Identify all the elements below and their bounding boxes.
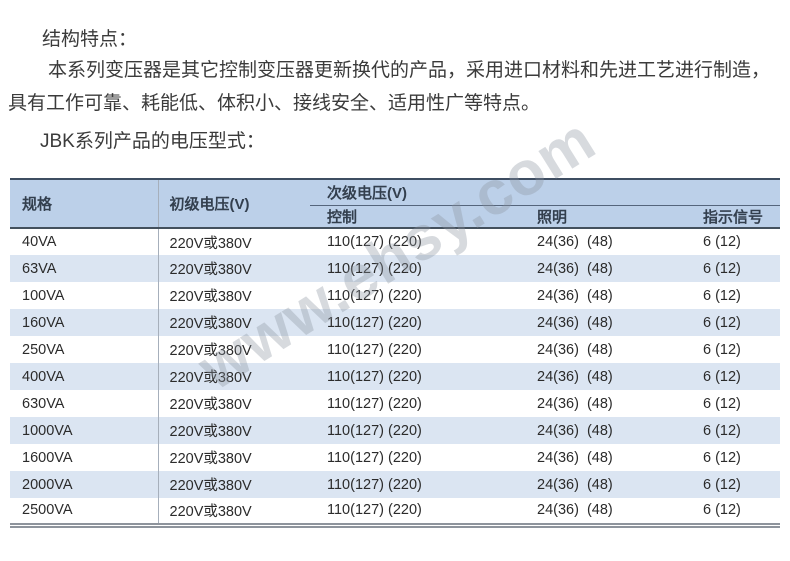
cell-lighting: 24(36) (48) [537, 476, 613, 493]
intro-paragraph: 本系列变压器是其它控制变压器更新换代的产品，采用进口材料和先进工艺进行制造，具有… [8, 60, 771, 114]
header-spec: 规格 [10, 179, 159, 228]
cell-primary: 220V或380V [169, 397, 252, 413]
cell-primary: 220V或380V [169, 478, 252, 494]
voltage-spec-table: 规格 初级电压(V) 次级电压(V) 控制 照明 指示信号 40VA 220V或… [10, 178, 781, 528]
table-row: 2000VA 220V或380V 110(127) (220) 24(36) (… [10, 471, 781, 498]
cell-spec: 100VA [10, 282, 159, 309]
cell-spec: 1000VA [10, 417, 159, 444]
header-row-top: 规格 初级电压(V) 次级电压(V) [10, 179, 781, 228]
cell-spec: 2500VA [10, 498, 159, 525]
cell-control: 110(127) (220) [327, 368, 422, 385]
cell-indicator: 6 (12) [703, 341, 741, 358]
cell-control: 110(127) (220) [327, 422, 422, 439]
cell-primary: 220V或380V [169, 370, 252, 386]
cell-indicator: 6 (12) [703, 368, 741, 385]
table-row: 1600VA 220V或380V 110(127) (220) 24(36) (… [10, 444, 780, 471]
cell-primary: 220V或380V [169, 289, 252, 305]
table-row: 400VA 220V或380V 110(127) (220) 24(36) (4… [10, 363, 781, 390]
cell-primary: 220V或380V [169, 424, 252, 440]
cell-indicator: 6 (12) [703, 287, 741, 304]
table-row: 630VA 220V或380V 110(127) (220) 24(36) (4… [10, 390, 780, 417]
header-indicator-signal: 指示信号 [690, 205, 781, 228]
table-row: 1000VA 220V或380V 110(127) (220) 24(36) (… [10, 417, 781, 444]
header-secondary-voltage-group: 次级电压(V) [310, 179, 781, 206]
cell-indicator: 6 (12) [703, 502, 741, 519]
section-title-structure-features: 结构特点： [42, 29, 138, 50]
cell-control: 110(127) (220) [327, 395, 422, 412]
table-row: 250VA 220V或380V 110(127) (220) 24(36) (4… [10, 336, 780, 363]
cell-spec: 160VA [10, 309, 159, 336]
cell-primary: 220V或380V [169, 262, 252, 278]
cell-spec: 40VA [10, 228, 159, 255]
cell-indicator: 6 (12) [703, 422, 741, 439]
table-row: 40VA 220V或380V 110(127) (220) 24(36) (48… [10, 228, 780, 255]
cell-control: 110(127) (220) [327, 502, 422, 519]
cell-spec: 400VA [10, 363, 159, 390]
cell-control: 110(127) (220) [327, 341, 422, 358]
header-lighting: 照明 [525, 205, 690, 228]
cell-control: 110(127) (220) [327, 287, 422, 304]
cell-primary: 220V或380V [169, 503, 252, 520]
cell-control: 110(127) (220) [327, 260, 422, 277]
cell-lighting: 24(36) (48) [537, 260, 613, 277]
cell-primary: 220V或380V [169, 235, 252, 252]
header-primary-voltage: 初级电压(V) [158, 179, 310, 228]
cell-indicator: 6 (12) [703, 314, 741, 331]
cell-lighting: 24(36) (48) [537, 422, 613, 439]
table-body: 40VA 220V或380V 110(127) (220) 24(36) (48… [10, 228, 781, 525]
cell-indicator: 6 (12) [703, 260, 741, 277]
cell-lighting: 24(36) (48) [537, 395, 613, 412]
cell-lighting: 24(36) (48) [537, 341, 613, 358]
cell-spec: 63VA [10, 255, 159, 282]
cell-indicator: 6 (12) [703, 234, 741, 250]
cell-lighting: 24(36) (48) [537, 368, 613, 385]
cell-spec: 250VA [10, 336, 159, 363]
cell-primary: 220V或380V [169, 343, 252, 359]
header-control: 控制 [310, 205, 525, 228]
cell-control: 110(127) (220) [327, 476, 422, 493]
cell-spec: 2000VA [10, 471, 159, 498]
cell-lighting: 24(36) (48) [537, 502, 613, 519]
cell-control: 110(127) (220) [327, 234, 422, 250]
header-row-sub: 控制 照明 指示信号 [10, 205, 781, 228]
cell-lighting: 24(36) (48) [537, 287, 613, 304]
section-title-voltage-forms: JBK系列产品的电压型式： [40, 131, 265, 152]
table-header: 规格 初级电压(V) 次级电压(V) 控制 照明 指示信号 [10, 179, 781, 228]
cell-lighting: 24(36) (48) [537, 314, 613, 331]
table-row: 63VA 220V或380V 110(127) (220) 24(36) (48… [10, 255, 781, 282]
table-row: 160VA 220V或380V 110(127) (220) 24(36) (4… [10, 309, 781, 336]
cell-primary: 220V或380V [169, 316, 252, 332]
cell-spec: 630VA [10, 390, 159, 417]
cell-primary: 220V或380V [169, 451, 252, 467]
cell-control: 110(127) (220) [327, 449, 422, 466]
cell-lighting: 24(36) (48) [537, 449, 613, 466]
cell-indicator: 6 (12) [703, 476, 741, 493]
cell-indicator: 6 (12) [703, 395, 741, 412]
table-row: 100VA 220V或380V 110(127) (220) 24(36) (4… [10, 282, 780, 309]
table-row: 2500VA 220V或380V 110(127) (220) 24(36) (… [10, 498, 780, 525]
cell-spec: 1600VA [10, 444, 159, 471]
cell-lighting: 24(36) (48) [537, 234, 613, 250]
cell-control: 110(127) (220) [327, 314, 422, 331]
cell-indicator: 6 (12) [703, 449, 741, 466]
